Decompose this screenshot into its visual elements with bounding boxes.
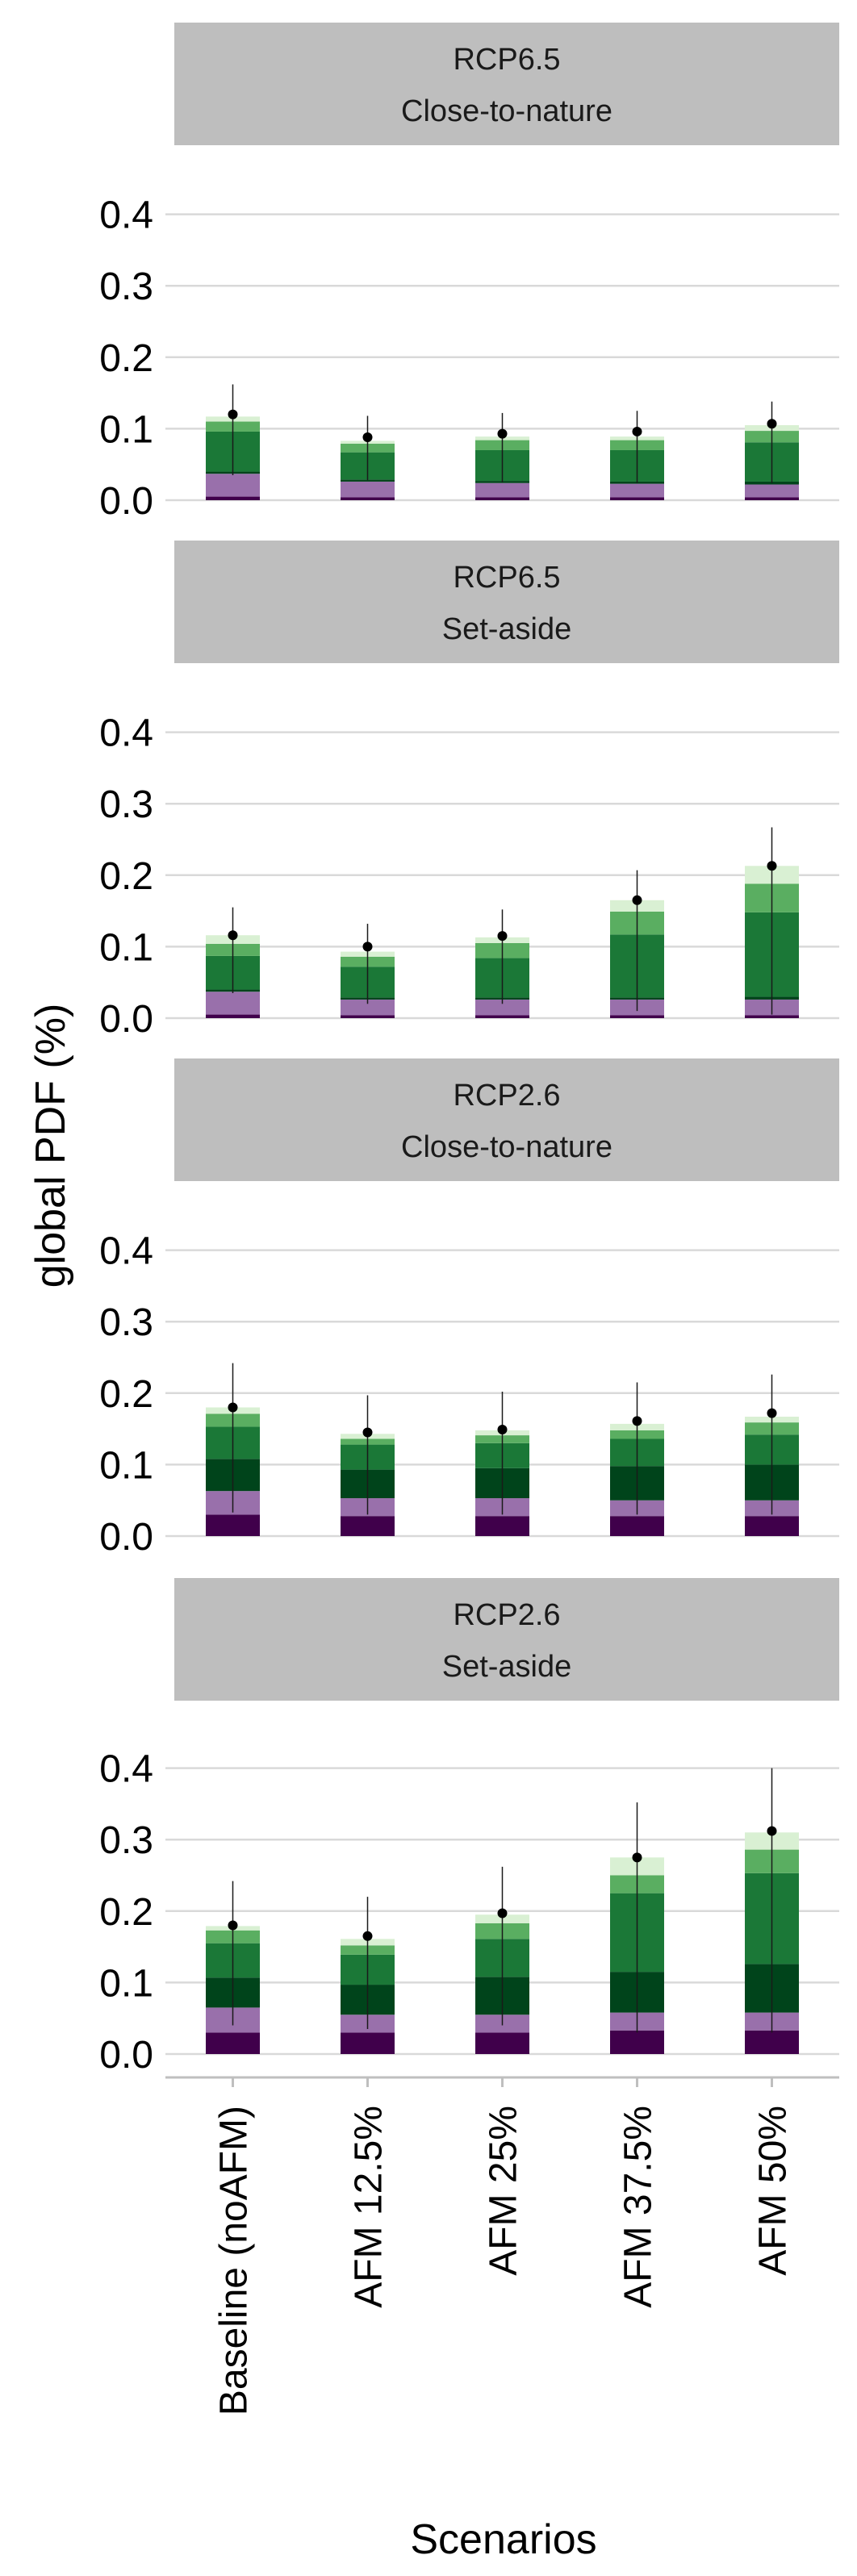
bar-segment [475,1015,529,1018]
bar-segment [206,2032,260,2054]
bar-segment [475,1516,529,1536]
x-axis-title: Scenarios [410,2516,596,2563]
bar-segment [206,474,260,497]
mean-point [228,1920,238,1931]
y-tick-label: 0.3 [99,265,153,308]
mean-point [632,1852,642,1863]
bar-segment [341,1015,395,1018]
bar-segment [341,481,395,498]
bar-segment [745,2030,799,2054]
y-tick-label: 0.1 [99,1444,153,1487]
mean-point [497,1908,508,1918]
mean-point [497,428,508,439]
y-tick-label: 0.1 [99,926,153,969]
y-tick-label: 0.2 [99,855,153,898]
bar-segment [475,999,529,1016]
mean-point [767,1408,777,1418]
x-tick-label: Baseline (noAFM) [213,2106,256,2415]
y-tick-label: 0.4 [99,194,153,237]
bar-segment [610,497,664,500]
bar-segment [745,1516,799,1536]
x-tick-label: AFM 50% [752,2106,795,2276]
panel-strip [174,23,839,145]
y-tick-label: 0.4 [99,712,153,755]
bar-segment [475,497,529,500]
y-tick-label: 0.4 [99,1230,153,1273]
mean-point [228,1402,238,1413]
bar-segment [475,482,529,498]
y-tick-label: 0.2 [99,1373,153,1416]
y-tick-label: 0.4 [99,1748,153,1791]
bar-segment [206,1014,260,1018]
y-axis-title: global PDF (%) [27,1004,74,1288]
y-tick-label: 0.1 [99,408,153,451]
mean-point [632,895,642,905]
y-tick-label: 0.3 [99,1819,153,1862]
bar-segment [610,483,664,498]
bar-segment [745,1015,799,1018]
panel-strip [174,1058,839,1181]
mean-point [362,1427,373,1438]
mean-point [228,930,238,941]
panel-title-management: Close-to-nature [401,94,612,128]
mean-point [767,419,777,429]
bar-segment [610,2030,664,2054]
x-tick-label: AFM 37.5% [617,2106,660,2308]
panel-title-scenario: RCP6.5 [453,561,560,595]
bar-segment [610,1015,664,1018]
mean-point [362,432,373,443]
x-tick-label: AFM 12.5% [348,2106,391,2308]
mean-point [767,1826,777,1836]
mean-point [767,861,777,871]
panel-strip [174,1578,839,1701]
panel-title-scenario: RCP6.5 [453,43,560,77]
mean-point [632,426,642,436]
bar-segment [341,999,395,1016]
y-tick-label: 0.2 [99,337,153,380]
mean-point [362,1931,373,1941]
mean-point [632,1416,642,1426]
panel-title-scenario: RCP2.6 [453,1598,560,1632]
bar-segment [341,497,395,500]
y-tick-label: 0.2 [99,1891,153,1934]
panel-strip [174,541,839,663]
bar-segment [206,1514,260,1536]
bar-segment [341,2032,395,2054]
mean-point [362,941,373,952]
bar-segment [745,484,799,498]
y-tick-label: 0.3 [99,783,153,826]
bar-segment [206,496,260,500]
mean-point [497,931,508,941]
y-tick-label: 0.3 [99,1301,153,1344]
panel-title-management: Close-to-nature [401,1130,612,1164]
panel-title-management: Set-aside [442,1650,572,1684]
y-tick-label: 0.0 [99,998,153,1041]
y-tick-label: 0.0 [99,2034,153,2077]
bar-segment [341,1516,395,1536]
y-tick-label: 0.0 [99,1516,153,1559]
panel-title-management: Set-aside [442,612,572,646]
panel-title-scenario: RCP2.6 [453,1079,560,1113]
mean-point [228,409,238,420]
mean-point [497,1424,508,1434]
y-tick-label: 0.0 [99,480,153,523]
bar-segment [610,1516,664,1536]
bar-segment [745,497,799,500]
bar-segment [206,992,260,1015]
x-tick-label: AFM 25% [483,2106,525,2276]
bar-segment [341,479,395,482]
bar-segment [475,2032,529,2054]
y-tick-label: 0.1 [99,1962,153,2005]
